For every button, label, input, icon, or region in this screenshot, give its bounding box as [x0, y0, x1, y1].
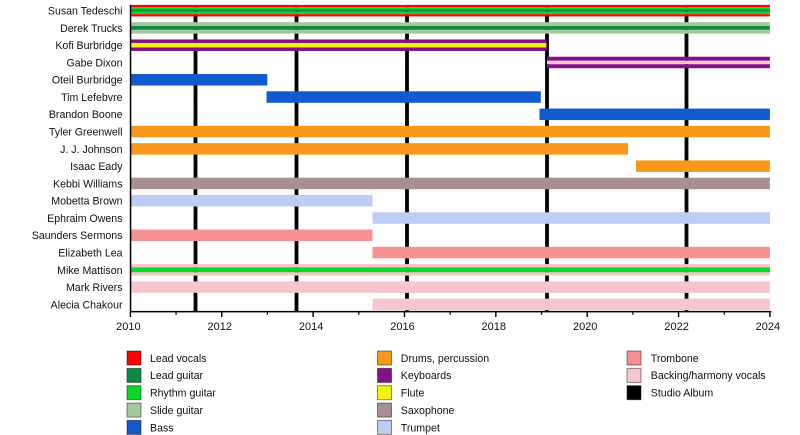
svg-text:Saunders Sermons: Saunders Sermons	[32, 230, 123, 242]
svg-text:2010: 2010	[116, 321, 140, 333]
svg-text:Ephraim Owens: Ephraim Owens	[47, 213, 122, 225]
svg-text:Backing/harmony vocals: Backing/harmony vocals	[651, 370, 766, 382]
svg-text:Brandon Boone: Brandon Boone	[49, 109, 123, 121]
svg-text:Lead vocals: Lead vocals	[150, 353, 207, 365]
svg-text:Tim Lefebvre: Tim Lefebvre	[61, 92, 123, 104]
svg-text:Slide guitar: Slide guitar	[150, 405, 203, 417]
svg-text:2014: 2014	[299, 321, 323, 333]
svg-text:Saxophone: Saxophone	[401, 405, 455, 417]
svg-text:Kofi Burbridge: Kofi Burbridge	[55, 40, 122, 52]
svg-text:Rhythm guitar: Rhythm guitar	[150, 388, 216, 400]
svg-text:Studio Album: Studio Album	[651, 388, 714, 400]
svg-text:2018: 2018	[482, 321, 506, 333]
svg-text:Mike Mattison: Mike Mattison	[57, 265, 122, 277]
svg-text:Susan Tedeschi: Susan Tedeschi	[48, 6, 123, 18]
svg-text:Trombone: Trombone	[651, 353, 699, 365]
svg-text:Isaac Eady: Isaac Eady	[70, 161, 123, 173]
svg-text:Flute: Flute	[401, 388, 425, 400]
svg-text:2020: 2020	[573, 321, 597, 333]
svg-text:Drums, percussion: Drums, percussion	[401, 353, 489, 365]
svg-text:J. J. Johnson: J. J. Johnson	[60, 144, 123, 156]
svg-text:Derek Trucks: Derek Trucks	[60, 23, 122, 35]
svg-text:2016: 2016	[390, 321, 414, 333]
svg-text:Trumpet: Trumpet	[401, 422, 440, 434]
svg-text:2022: 2022	[664, 321, 688, 333]
svg-text:Lead guitar: Lead guitar	[150, 370, 203, 382]
svg-text:Kebbi Williams: Kebbi Williams	[53, 178, 122, 190]
svg-text:Keyboards: Keyboards	[401, 370, 452, 382]
svg-text:Bass: Bass	[150, 422, 174, 434]
svg-text:Gabe Dixon: Gabe Dixon	[67, 57, 123, 69]
svg-text:2012: 2012	[208, 321, 232, 333]
svg-text:Tyler Greenwell: Tyler Greenwell	[49, 127, 123, 139]
svg-text:Mobetta Brown: Mobetta Brown	[51, 196, 122, 208]
svg-text:Alecia Chakour: Alecia Chakour	[51, 299, 123, 311]
svg-text:Elizabeth Lea: Elizabeth Lea	[58, 247, 122, 259]
svg-text:Oteil Burbridge: Oteil Burbridge	[52, 75, 123, 87]
svg-text:Mark Rivers: Mark Rivers	[66, 282, 123, 294]
svg-text:2024: 2024	[756, 321, 780, 333]
